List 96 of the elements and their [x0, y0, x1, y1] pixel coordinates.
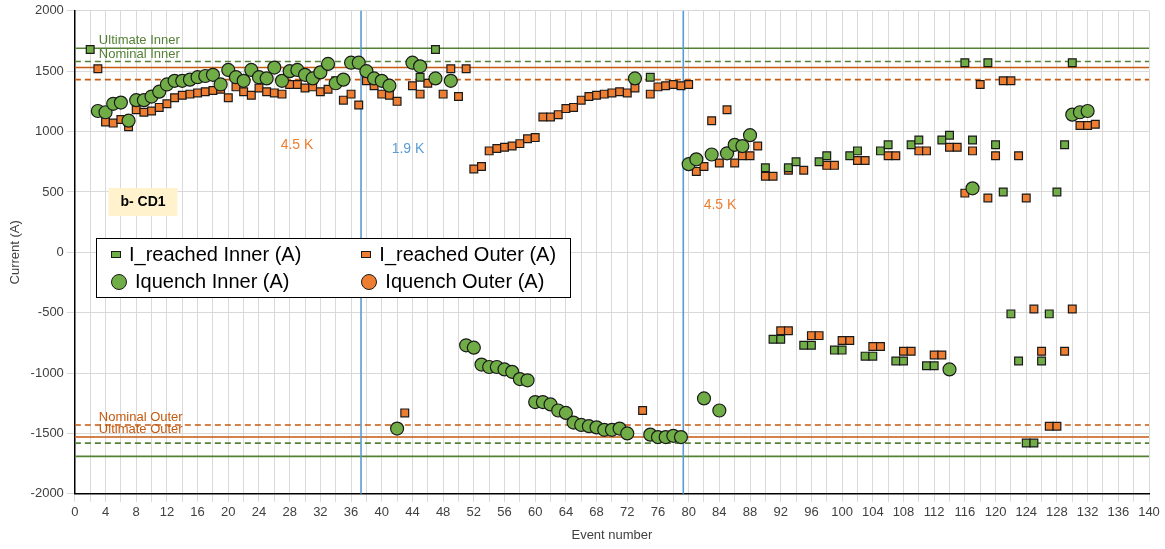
point [760, 163, 770, 173]
y-axis-title: Current (A) [7, 220, 23, 285]
x-tick-label: 112 [923, 504, 945, 520]
x-tick-label: 60 [527, 504, 543, 520]
y-tick-label: -1000 [30, 364, 64, 380]
y-tick-label: 0 [56, 243, 64, 259]
point [791, 157, 801, 167]
legend-label: I_reached Inner (A) [129, 243, 302, 266]
point [968, 135, 978, 145]
y-tick-label: 1000 [34, 123, 64, 139]
point [845, 151, 855, 161]
point [875, 146, 885, 156]
point [799, 340, 809, 350]
point [998, 187, 1008, 197]
x-tick-label: 100 [831, 504, 853, 520]
x-tick-label: 24 [251, 504, 267, 520]
point [85, 44, 95, 54]
x-tick-label: 104 [861, 504, 884, 520]
point [922, 361, 931, 371]
point [883, 140, 893, 150]
x-tick-label: 84 [712, 504, 727, 520]
point [937, 135, 947, 145]
x-tick-label: 12 [159, 504, 175, 520]
point [929, 361, 939, 371]
x-tick-label: 92 [773, 504, 788, 520]
point [891, 356, 901, 366]
x-tick-label: 128 [1046, 504, 1068, 520]
x-axis-title: Event number [571, 526, 654, 542]
x-tick-label: 32 [313, 504, 328, 520]
x-tick-label: 44 [405, 504, 420, 520]
annotation: 4.5 K [280, 135, 314, 152]
annotation: b- CD1 [120, 192, 166, 209]
x-tick-label: 40 [374, 504, 389, 520]
point [814, 157, 824, 167]
x-tick-label: 0 [71, 504, 79, 520]
point [906, 140, 916, 150]
point [822, 151, 832, 161]
x-tick-label: 64 [558, 504, 574, 520]
point [960, 58, 970, 68]
point [645, 72, 655, 82]
x-tick-label: 56 [497, 504, 512, 520]
point [991, 140, 1001, 150]
point [1067, 58, 1077, 68]
legend-label: I_reached Outer (A) [379, 243, 557, 266]
annotation: 1.9 K [391, 139, 425, 156]
point [837, 345, 847, 355]
y-tick-label: 2000 [34, 2, 64, 18]
point [1014, 356, 1024, 366]
x-tick-label: 48 [435, 504, 451, 520]
point [1044, 309, 1054, 319]
x-tick-label: 108 [892, 504, 915, 520]
x-tick-label: 36 [343, 504, 359, 520]
point [430, 44, 440, 54]
x-tick-label: 132 [1076, 504, 1099, 520]
x-tick-label: 140 [1138, 504, 1160, 520]
x-tick-label: 68 [589, 504, 604, 520]
point [806, 340, 816, 350]
x-tick-label: 80 [681, 504, 696, 520]
point [1060, 140, 1070, 150]
x-tick-label: 72 [620, 504, 635, 520]
legend-label: Iquench Inner (A) [135, 270, 290, 293]
x-tick-label: 88 [742, 504, 758, 520]
x-tick-label: 16 [190, 504, 205, 520]
point [415, 72, 425, 82]
point [914, 135, 924, 145]
x-tick-label: 4 [101, 504, 110, 520]
legend-label: Iquench Outer (A) [385, 270, 545, 293]
x-tick-label: 8 [132, 504, 140, 520]
y-tick-label: 1500 [34, 62, 64, 78]
point [1029, 438, 1039, 448]
x-tick-label: 28 [282, 504, 297, 520]
x-tick-label: 76 [650, 504, 666, 520]
ref-line-label: Nominal Inner [98, 45, 181, 61]
x-tick-label: 20 [221, 504, 236, 520]
x-tick-label: 52 [466, 504, 482, 520]
x-tick-label: 116 [954, 504, 976, 520]
ref-line-label: Ultimate Inner [98, 32, 181, 48]
annotation: 4.5 K [703, 195, 737, 212]
y-tick-label: -2000 [30, 485, 64, 501]
point [945, 130, 954, 140]
y-tick-label: 500 [42, 183, 64, 199]
x-tick-label: 120 [984, 504, 1007, 520]
point [1052, 187, 1062, 197]
point [852, 146, 862, 156]
x-tick-label: 96 [804, 504, 819, 520]
point [1037, 356, 1047, 366]
point [829, 345, 839, 355]
x-tick-label: 136 [1107, 504, 1130, 520]
point [868, 351, 878, 361]
point [776, 334, 786, 344]
point [983, 58, 993, 68]
point [1006, 309, 1016, 319]
y-tick-label: -1500 [30, 425, 64, 440]
y-tick-label: -500 [37, 304, 64, 320]
point [898, 356, 908, 366]
x-tick-label: 124 [1015, 504, 1038, 520]
